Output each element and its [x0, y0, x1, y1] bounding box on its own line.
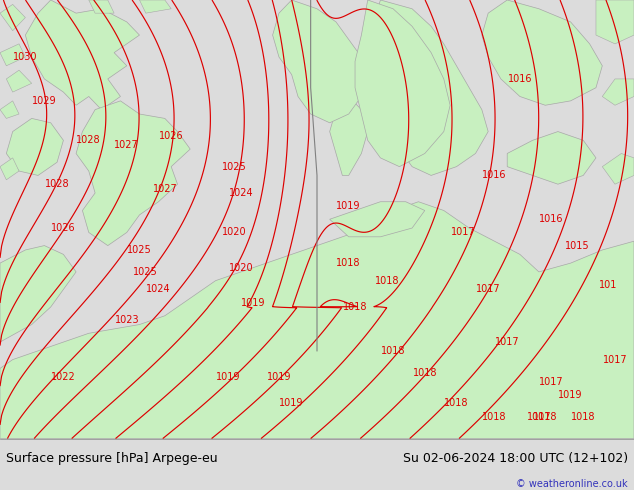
Text: 1020: 1020	[229, 263, 253, 272]
Polygon shape	[482, 0, 602, 105]
Text: 1018: 1018	[571, 412, 595, 421]
Text: 1018: 1018	[375, 276, 399, 286]
Text: 1028: 1028	[45, 179, 69, 189]
Text: 1027: 1027	[114, 140, 139, 150]
Polygon shape	[89, 0, 114, 13]
Text: 1028: 1028	[77, 135, 101, 146]
Text: 1019: 1019	[267, 372, 291, 382]
Polygon shape	[330, 97, 368, 175]
Polygon shape	[0, 158, 19, 180]
Text: 1019: 1019	[337, 201, 361, 211]
Text: 1018: 1018	[413, 368, 437, 378]
Polygon shape	[6, 119, 63, 175]
Text: 1017: 1017	[495, 337, 519, 347]
Text: 1018: 1018	[533, 412, 557, 421]
Text: Surface pressure [hPa] Arpege-eu: Surface pressure [hPa] Arpege-eu	[6, 452, 218, 465]
Polygon shape	[25, 0, 139, 110]
Text: 1016: 1016	[482, 171, 507, 180]
Text: 1030: 1030	[13, 52, 37, 62]
Text: 1018: 1018	[381, 346, 405, 356]
Polygon shape	[0, 101, 19, 119]
Polygon shape	[602, 79, 634, 105]
Polygon shape	[330, 202, 425, 237]
Text: 1023: 1023	[115, 315, 139, 325]
Text: 1018: 1018	[343, 302, 367, 312]
Polygon shape	[273, 0, 368, 123]
Text: Su 02-06-2024 18:00 UTC (12+102): Su 02-06-2024 18:00 UTC (12+102)	[403, 452, 628, 465]
Polygon shape	[602, 153, 634, 184]
Polygon shape	[139, 0, 171, 13]
Text: 101: 101	[600, 280, 618, 290]
Polygon shape	[0, 4, 25, 31]
Text: 1020: 1020	[223, 227, 247, 238]
Text: 1017: 1017	[540, 376, 564, 387]
Text: 1024: 1024	[229, 188, 253, 198]
Text: 1016: 1016	[540, 214, 564, 224]
Text: 1027: 1027	[152, 184, 178, 194]
Text: 1026: 1026	[159, 131, 183, 141]
Text: 1018: 1018	[482, 412, 507, 421]
Text: 1017: 1017	[476, 284, 500, 294]
Text: 1019: 1019	[559, 390, 583, 400]
Text: 1024: 1024	[146, 284, 171, 294]
Polygon shape	[6, 70, 32, 92]
Text: 1022: 1022	[51, 372, 76, 382]
Text: 1017: 1017	[603, 355, 627, 365]
Polygon shape	[0, 245, 76, 342]
Text: 1019: 1019	[280, 398, 304, 409]
Polygon shape	[355, 0, 450, 167]
Text: 1015: 1015	[565, 241, 589, 250]
Text: 1016: 1016	[508, 74, 532, 84]
Polygon shape	[361, 0, 488, 175]
Polygon shape	[76, 101, 190, 245]
Text: 1017: 1017	[451, 227, 475, 238]
Polygon shape	[0, 44, 25, 66]
Text: 1026: 1026	[51, 223, 75, 233]
Polygon shape	[0, 202, 634, 439]
Text: 1019: 1019	[242, 297, 266, 308]
Text: 1017: 1017	[527, 412, 551, 421]
Text: 1029: 1029	[32, 96, 56, 106]
Text: 1025: 1025	[133, 267, 158, 277]
Polygon shape	[596, 0, 634, 44]
Text: 1025: 1025	[222, 162, 247, 172]
Text: 1018: 1018	[444, 398, 469, 409]
Text: 1025: 1025	[127, 245, 152, 255]
Text: 1019: 1019	[216, 372, 240, 382]
Text: 1018: 1018	[337, 258, 361, 268]
Text: © weatheronline.co.uk: © weatheronline.co.uk	[516, 479, 628, 489]
Polygon shape	[507, 132, 596, 184]
